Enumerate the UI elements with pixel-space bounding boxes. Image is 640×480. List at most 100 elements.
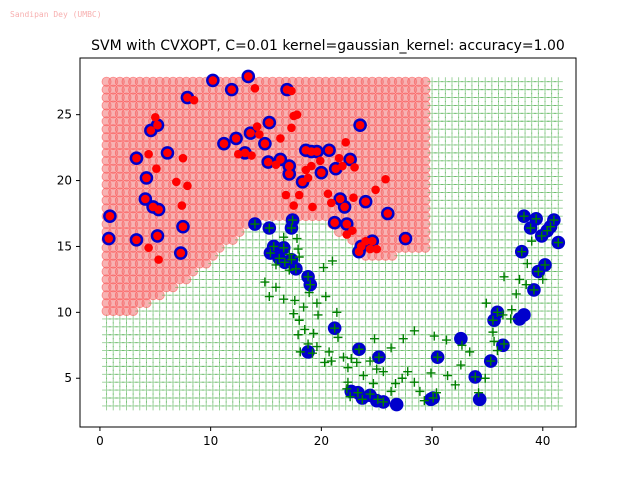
class-neg-point: [313, 310, 323, 320]
decision-grid-neg-marker: [553, 274, 563, 284]
class-neg-point: [343, 377, 353, 387]
decision-grid-neg-marker: [553, 100, 563, 110]
class-neg-point: [533, 266, 543, 276]
class-pos-point: [144, 149, 153, 159]
class-pos-point: [281, 190, 291, 200]
class-pos-point: [189, 95, 199, 105]
class-pos-point: [132, 153, 141, 163]
class-pos-point: [335, 194, 345, 204]
class-pos-point: [308, 202, 317, 212]
y-tick-label: 10: [57, 305, 72, 319]
decision-grid-neg-marker: [553, 156, 563, 166]
class-neg-point: [386, 386, 396, 396]
class-neg-point: [286, 255, 296, 265]
class-neg-point: [553, 238, 563, 247]
decision-grid-neg-marker: [553, 393, 563, 403]
class-pos-point: [132, 235, 141, 245]
watermark-text: Sandipan Dey (UMBC): [10, 10, 102, 19]
class-pos-point: [342, 230, 352, 239]
decision-grid-neg-marker: [553, 77, 563, 87]
support-vector-point: [424, 392, 438, 407]
class-neg-point: [378, 397, 388, 407]
class-neg-point: [373, 394, 383, 404]
class-neg-point: [522, 259, 532, 269]
class-neg-point: [346, 353, 356, 363]
class-neg-point: [332, 307, 342, 317]
decision-grid-neg-marker: [553, 203, 563, 213]
class-neg-point: [450, 380, 460, 390]
class-neg-point: [419, 396, 429, 406]
class-neg-point: [540, 260, 550, 270]
class-neg-point: [374, 352, 384, 362]
class-neg-point: [506, 314, 516, 324]
class-neg-point: [304, 288, 314, 298]
class-pos-point: [334, 153, 344, 163]
class-pos-point: [247, 151, 256, 160]
class-neg-point: [397, 373, 407, 383]
decision-grid-neg-marker: [553, 298, 563, 308]
class-neg-point: [345, 392, 355, 402]
class-neg-point: [264, 223, 274, 233]
support-vector-point: [517, 308, 531, 322]
class-neg-point: [529, 285, 539, 295]
decision-grid-neg-marker: [553, 108, 563, 118]
x-tick-label: 20: [314, 434, 329, 448]
class-pos-point: [154, 205, 163, 214]
class-neg-point: [319, 263, 329, 273]
class-neg-point: [480, 373, 490, 383]
class-neg-point: [352, 357, 362, 367]
class-neg-point: [324, 347, 334, 357]
class-pos-point: [287, 123, 296, 133]
class-pos-point: [341, 138, 351, 147]
class-pos-point: [338, 161, 347, 171]
support-vector-point: [389, 397, 404, 412]
class-pos-point: [276, 134, 285, 143]
class-neg-point: [432, 388, 441, 398]
class-pos-point: [361, 197, 370, 206]
class-neg-point: [372, 364, 382, 374]
class-neg-point: [542, 226, 552, 236]
class-neg-point: [515, 274, 525, 284]
class-pos-point: [271, 160, 281, 170]
class-neg-point: [279, 243, 289, 253]
class-pos-point: [178, 153, 188, 163]
class-pos-point: [284, 169, 294, 179]
decision-grid-neg-marker: [553, 164, 563, 174]
class-neg-point: [271, 282, 281, 292]
class-neg-point: [312, 342, 322, 352]
class-neg-point: [288, 215, 298, 225]
class-neg-point: [486, 356, 496, 366]
class-neg-point: [499, 339, 509, 349]
decision-grid-neg-marker: [553, 93, 563, 103]
class-neg-point: [409, 377, 419, 387]
decision-grid-neg-marker: [553, 385, 563, 395]
decision-grid-neg-marker: [553, 251, 563, 261]
class-neg-point: [269, 241, 279, 251]
class-neg-point: [456, 360, 466, 370]
decision-grid-neg-marker: [553, 377, 563, 387]
class-pos-point: [324, 145, 334, 155]
class-pos-point: [292, 110, 302, 119]
class-neg-point: [415, 386, 425, 396]
class-neg-point: [333, 332, 343, 342]
class-pos-point: [323, 189, 333, 199]
decision-grid-neg-marker: [553, 124, 563, 134]
class-neg-point: [353, 388, 363, 398]
class-pos-point: [354, 247, 364, 257]
y-tick-label: 25: [57, 108, 72, 122]
decision-grid-neg-marker: [553, 369, 563, 379]
class-neg-point: [403, 367, 413, 377]
class-pos-point: [144, 243, 153, 253]
class-pos-point: [246, 128, 255, 138]
class-neg-point: [441, 335, 451, 345]
class-neg-point: [521, 280, 531, 290]
support-vector-point: [472, 392, 487, 407]
class-neg-point: [326, 356, 336, 366]
class-neg-point: [342, 384, 352, 394]
class-neg-point: [433, 352, 443, 362]
class-pos-point: [105, 211, 115, 221]
class-pos-point: [381, 174, 390, 184]
class-pos-point: [252, 122, 262, 131]
class-neg-point: [293, 244, 303, 254]
class-neg-point: [294, 252, 304, 262]
